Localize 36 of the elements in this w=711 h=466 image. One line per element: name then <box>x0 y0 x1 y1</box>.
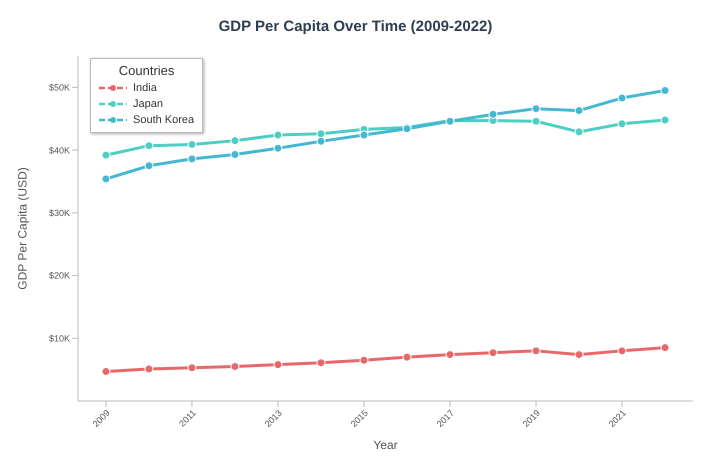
point <box>532 104 541 114</box>
point <box>532 346 541 356</box>
point <box>316 358 326 368</box>
x-axis-title: Year <box>373 438 398 452</box>
y-tick-label: $30K <box>48 208 70 218</box>
point <box>359 356 368 365</box>
point <box>316 136 326 146</box>
chart-title: GDP Per Capita Over Time (2009-2022) <box>218 17 494 37</box>
point <box>402 352 412 362</box>
legend-label: Japan <box>133 97 163 112</box>
point <box>618 119 627 128</box>
point <box>488 110 498 119</box>
point <box>574 106 584 116</box>
point <box>101 150 110 160</box>
y-tick-label: $10K <box>48 333 70 344</box>
y-tick-label: $50K <box>48 82 70 93</box>
point <box>446 350 455 360</box>
y-tick-label: $20K <box>48 270 70 281</box>
legend-label: India <box>133 81 157 96</box>
point <box>488 348 498 358</box>
point <box>618 346 627 356</box>
point <box>144 141 154 150</box>
point <box>144 161 154 170</box>
point <box>230 362 240 371</box>
point <box>187 363 196 372</box>
legend-label: South Korea <box>133 113 194 128</box>
legend-title: Countries <box>118 63 176 78</box>
point <box>574 127 584 136</box>
point <box>532 116 541 126</box>
point <box>230 136 240 146</box>
point <box>187 154 196 164</box>
point <box>574 350 584 360</box>
point <box>273 144 282 153</box>
y-axis-title: GDP Per Capita (USD) <box>15 167 30 290</box>
point <box>273 360 282 370</box>
y-tick-label: $40K <box>48 145 70 156</box>
